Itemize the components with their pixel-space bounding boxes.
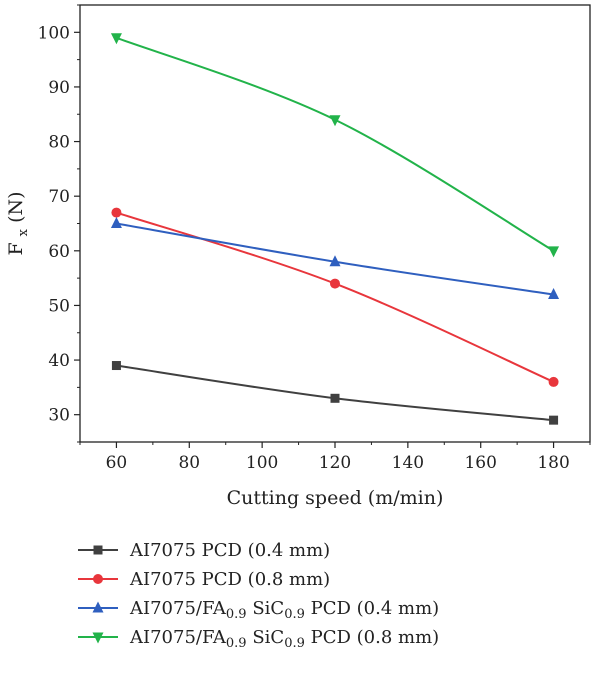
data-point-triangle-up	[110, 217, 122, 228]
legend-item-4: AI7075/FA0.9 SiC0.9 PCD (0.8 mm)	[78, 627, 439, 651]
series-2	[111, 207, 559, 387]
legend-label-part: 0.9	[284, 636, 305, 651]
legend-label-part: AI7075/FA	[129, 598, 227, 619]
y-tick-label: 40	[48, 351, 70, 371]
data-point-square	[549, 415, 559, 425]
data-point-triangle-up	[329, 255, 341, 267]
series-line	[116, 36, 555, 252]
legend-label: AI7075 PCD (0.4 mm)	[129, 540, 330, 561]
data-point-circle	[548, 376, 559, 387]
data-point-square	[93, 545, 103, 555]
x-axis-title: Cutting speed (m/min)	[227, 487, 444, 509]
data-point-square	[330, 393, 340, 403]
series-layer	[110, 33, 560, 425]
series-3	[110, 217, 560, 300]
legend-label-part: AI7075 PCD (0.8 mm)	[129, 569, 330, 590]
y-axis: 30 40 50 60 70 80 90 100	[38, 4, 80, 443]
series-1	[111, 361, 559, 425]
y-axis-title: F x (N)	[5, 191, 32, 255]
x-tick-label: 80	[178, 453, 200, 473]
y-tick-label: 30	[48, 406, 70, 426]
legend-item-1: AI7075 PCD (0.4 mm)	[78, 540, 330, 561]
data-point-circle	[93, 574, 103, 584]
x-tick-label: 140	[392, 453, 424, 473]
y-axis-title-unit: (N)	[5, 191, 27, 222]
legend-label-part: 0.9	[284, 607, 305, 622]
legend-label-part: SiC	[247, 598, 285, 619]
legend-item-2: AI7075 PCD (0.8 mm)	[78, 569, 330, 590]
legend-label-part: PCD (0.8 mm)	[305, 627, 439, 648]
y-tick-label: 70	[48, 187, 70, 207]
x-tick-label: 100	[246, 453, 278, 473]
x-tick-label: 60	[106, 453, 128, 473]
plot-frame	[79, 4, 591, 443]
series-line	[116, 211, 554, 383]
x-tick-label: 180	[537, 453, 569, 473]
data-point-square	[111, 361, 121, 371]
data-point-triangle-down	[110, 33, 122, 45]
legend-label-part: 0.9	[226, 636, 247, 651]
data-point-triangle-down	[92, 632, 104, 644]
data-point-circle	[111, 207, 122, 218]
data-point-triangle-down	[329, 115, 341, 127]
y-axis-title-sub: x	[16, 228, 31, 236]
legend-label: AI7075/FA0.9 SiC0.9 PCD (0.4 mm)	[129, 598, 439, 622]
legend-label-part: SiC	[247, 627, 285, 648]
legend-item-3: AI7075/FA0.9 SiC0.9 PCD (0.4 mm)	[78, 598, 439, 622]
x-tick-label: 120	[319, 453, 351, 473]
y-tick-label: 80	[48, 133, 70, 153]
data-point-triangle-down	[548, 246, 560, 258]
y-axis-title-main: F	[5, 242, 27, 255]
y-tick-label: 90	[48, 78, 70, 98]
x-axis: 60 80 100 120 140 160 180	[79, 442, 591, 473]
legend-label: AI7075/FA0.9 SiC0.9 PCD (0.8 mm)	[129, 627, 439, 651]
y-tick-label: 100	[38, 23, 70, 43]
legend-label-part: 0.9	[226, 607, 247, 622]
legend-label-part: PCD (0.4 mm)	[305, 598, 439, 619]
series-4	[110, 33, 560, 258]
y-tick-label: 60	[48, 242, 70, 262]
legend-label-part: AI7075/FA	[129, 627, 227, 648]
legend-label: AI7075 PCD (0.8 mm)	[129, 569, 330, 590]
legend: AI7075 PCD (0.4 mm) AI7075 PCD (0.8 mm) AI…	[78, 540, 439, 651]
legend-label-part: AI7075 PCD (0.4 mm)	[129, 540, 330, 561]
y-tick-label: 50	[48, 296, 70, 316]
data-point-triangle-up	[92, 601, 104, 613]
series-line	[116, 364, 554, 422]
x-tick-label: 160	[464, 453, 496, 473]
plot-area	[79, 4, 591, 443]
data-point-circle	[330, 278, 340, 289]
data-point-triangle-up	[548, 288, 560, 300]
